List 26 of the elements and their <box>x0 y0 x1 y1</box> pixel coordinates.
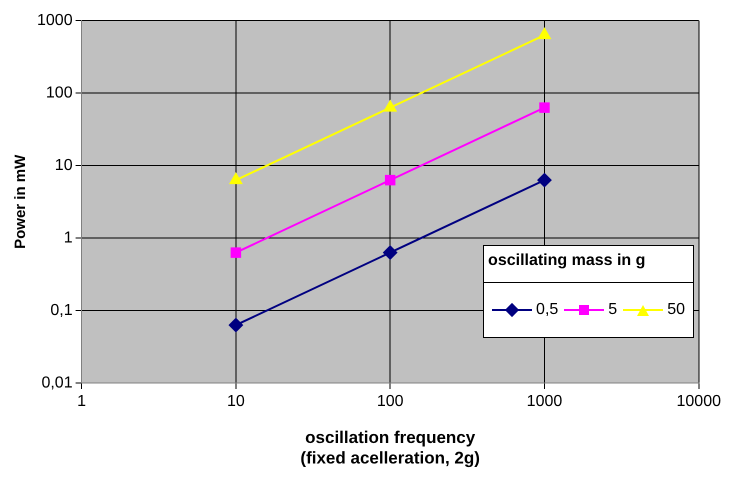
x-tick-label: 10000 <box>676 393 722 410</box>
legend-title: oscillating mass in g <box>483 245 694 283</box>
legend-label: 50 <box>667 301 685 319</box>
y-axis-title: Power in mW <box>12 154 30 249</box>
y-tick-label: 1000 <box>37 12 73 30</box>
y-tick-label: 100 <box>46 84 73 102</box>
point <box>537 173 552 188</box>
x-tick-label: 10 <box>226 393 245 410</box>
y-tick-label: 0,01 <box>41 374 73 392</box>
point <box>539 102 550 113</box>
point <box>228 318 243 332</box>
x-axis-title: oscillation frequency (fixed acelleration, 2g) <box>300 428 480 468</box>
y-tick-label: 10 <box>54 156 73 174</box>
point <box>384 174 396 186</box>
point <box>538 28 551 40</box>
legend-label: 5 <box>608 301 618 319</box>
y-tick-label: 1 <box>64 229 73 246</box>
x-tick-label: 1000 <box>526 393 562 410</box>
y-tick-label: 0,1 <box>50 302 73 319</box>
point <box>230 247 242 258</box>
x-tick-label: 1 <box>77 393 86 410</box>
x-tick-label: 100 <box>376 393 404 410</box>
point <box>230 173 242 184</box>
point <box>383 246 398 260</box>
point <box>384 100 396 112</box>
legend-label: 0,5 <box>536 301 558 319</box>
